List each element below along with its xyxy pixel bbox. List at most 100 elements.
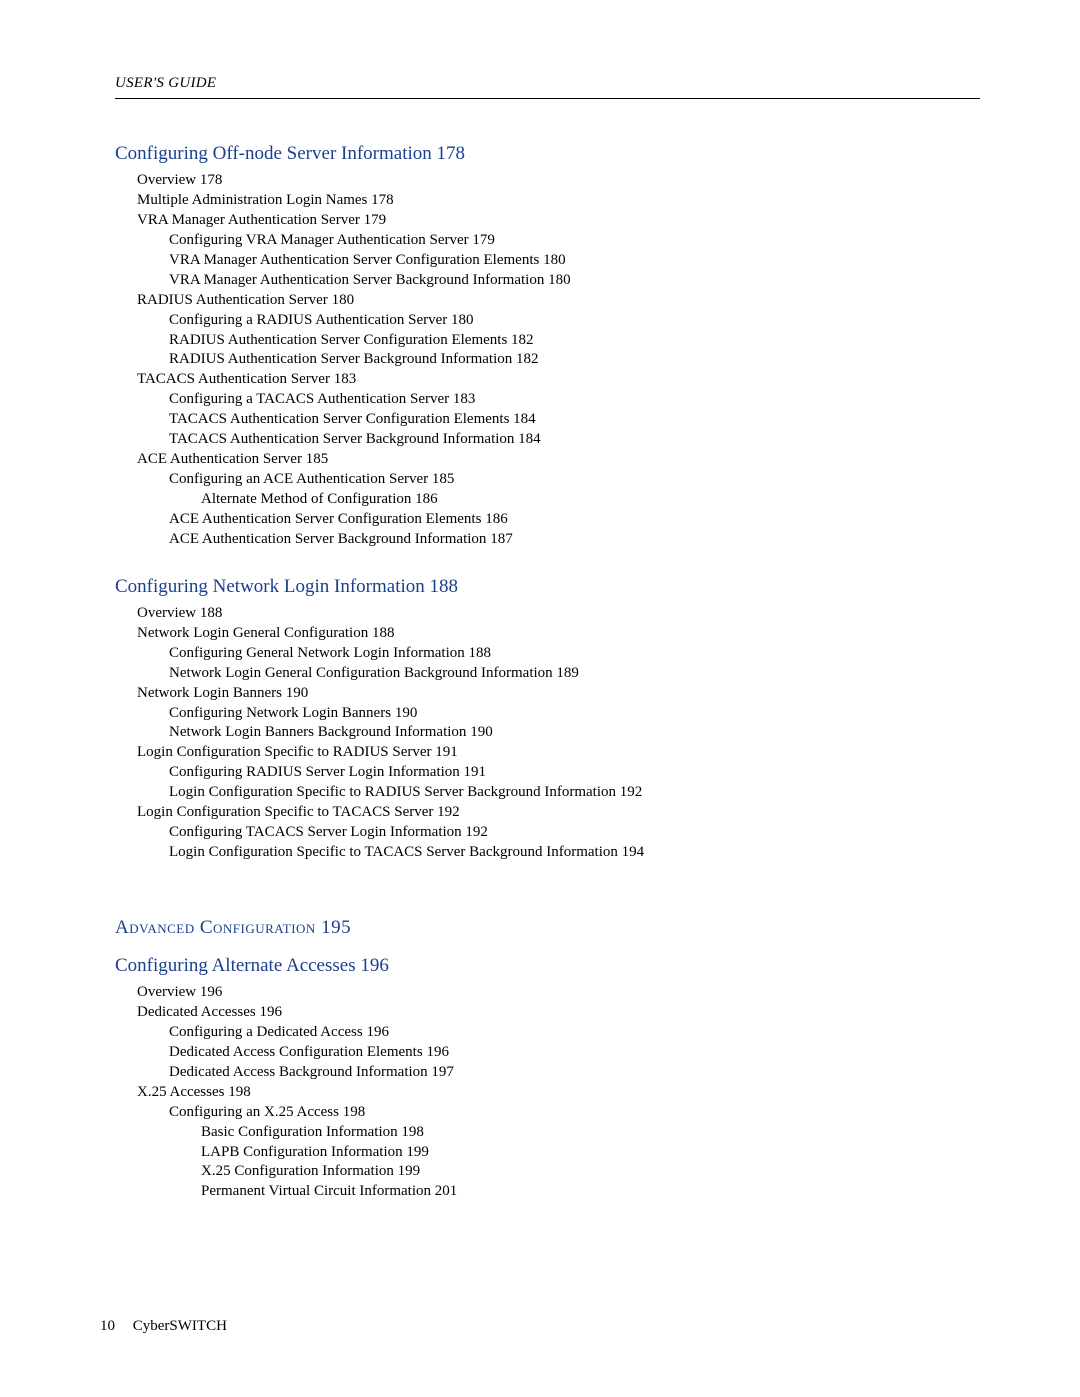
toc-entry-page: 178 xyxy=(200,172,223,188)
toc-entry-text: TACACS Authentication Server Background … xyxy=(169,431,518,447)
section-title: Configuring Network Login Information xyxy=(115,576,425,597)
toc-entry[interactable]: Configuring General Network Login Inform… xyxy=(115,644,980,664)
toc-entry-page: 185 xyxy=(306,451,329,467)
toc-entry[interactable]: Configuring Network Login Banners 190 xyxy=(115,704,980,724)
toc-entry[interactable]: Configuring a Dedicated Access 196 xyxy=(115,1023,980,1043)
toc-entry-page: 180 xyxy=(548,272,571,288)
toc-entry[interactable]: RADIUS Authentication Server Configurati… xyxy=(115,331,980,351)
footer-page-number: 10 xyxy=(100,1318,115,1334)
toc-entry-text: VRA Manager Authentication Server xyxy=(137,212,364,228)
toc-entry[interactable]: Dedicated Access Background Information … xyxy=(115,1063,980,1083)
toc-entry-page: 178 xyxy=(371,192,394,208)
toc-entry[interactable]: X.25 Accesses 198 xyxy=(115,1083,980,1103)
toc-entry[interactable]: Configuring a RADIUS Authentication Serv… xyxy=(115,311,980,331)
toc-entry-page: 180 xyxy=(451,312,474,328)
toc-entry-text: LAPB Configuration Information xyxy=(201,1144,406,1160)
toc-entry[interactable]: Multiple Administration Login Names 178 xyxy=(115,191,980,211)
toc-entry-text: Network Login General Configuration Back… xyxy=(169,665,556,681)
section-heading[interactable]: Configuring Alternate Accesses 196 xyxy=(115,955,980,977)
toc-entry[interactable]: Overview 178 xyxy=(115,171,980,191)
part-page: 195 xyxy=(321,917,351,938)
toc-entry[interactable]: Configuring a TACACS Authentication Serv… xyxy=(115,390,980,410)
section-page: 178 xyxy=(437,143,466,164)
toc-entry[interactable]: X.25 Configuration Information 199 xyxy=(115,1162,980,1182)
toc-entry-text: RADIUS Authentication Server Configurati… xyxy=(169,332,511,348)
toc-entry[interactable]: Dedicated Accesses 196 xyxy=(115,1003,980,1023)
toc-entry[interactable]: RADIUS Authentication Server Background … xyxy=(115,350,980,370)
toc-entry[interactable]: Configuring an ACE Authentication Server… xyxy=(115,470,980,490)
toc-entry-page: 196 xyxy=(426,1044,449,1060)
toc-entry-text: Configuring an X.25 Access xyxy=(169,1104,343,1120)
toc-entry[interactable]: TACACS Authentication Server Background … xyxy=(115,430,980,450)
section-page: 196 xyxy=(360,955,389,976)
toc-entry[interactable]: Network Login General Configuration 188 xyxy=(115,624,980,644)
toc-entry-text: Network Login General Configuration xyxy=(137,625,372,641)
toc-entry[interactable]: ACE Authentication Server Background Inf… xyxy=(115,530,980,550)
toc-entry-text: Dedicated Accesses xyxy=(137,1004,259,1020)
toc-entry[interactable]: Configuring VRA Manager Authentication S… xyxy=(115,231,980,251)
page-container: USER'S GUIDE Configuring Off-node Server… xyxy=(0,0,1080,1262)
toc-entry[interactable]: Login Configuration Specific to RADIUS S… xyxy=(115,743,980,763)
toc-entry-page: 191 xyxy=(435,744,458,760)
toc-entry[interactable]: Configuring RADIUS Server Login Informat… xyxy=(115,763,980,783)
toc-entry-text: Configuring RADIUS Server Login Informat… xyxy=(169,764,464,780)
toc-entry-text: Basic Configuration Information xyxy=(201,1124,401,1140)
toc-entry-page: 194 xyxy=(622,844,645,860)
toc-entry-page: 184 xyxy=(518,431,541,447)
toc-entry[interactable]: Basic Configuration Information 198 xyxy=(115,1123,980,1143)
toc-entry[interactable]: Alternate Method of Configuration 186 xyxy=(115,490,980,510)
toc-entry-page: 179 xyxy=(472,232,495,248)
toc-entry-page: 182 xyxy=(511,332,534,348)
page-footer: 10 CyberSWITCH xyxy=(100,1318,227,1335)
toc-entry[interactable]: Network Login Banners 190 xyxy=(115,684,980,704)
toc-entry[interactable]: Permanent Virtual Circuit Information 20… xyxy=(115,1182,980,1202)
toc-entry-page: 188 xyxy=(372,625,395,641)
toc-entry[interactable]: Network Login Banners Background Informa… xyxy=(115,723,980,743)
toc-entry-text: Permanent Virtual Circuit Information xyxy=(201,1183,435,1199)
toc-entry-text: Overview xyxy=(137,605,200,621)
toc-entry-text: Network Login Banners Background Informa… xyxy=(169,724,470,740)
section-heading[interactable]: Configuring Off-node Server Information … xyxy=(115,143,980,165)
toc-entry-page: 184 xyxy=(513,411,536,427)
section-heading[interactable]: Configuring Network Login Information 18… xyxy=(115,576,980,598)
toc-entry-page: 185 xyxy=(432,471,455,487)
toc-entry-text: Dedicated Access Background Information xyxy=(169,1064,431,1080)
toc-entry-text: Multiple Administration Login Names xyxy=(137,192,371,208)
toc-entry[interactable]: Login Configuration Specific to RADIUS S… xyxy=(115,783,980,803)
toc-entry-text: Login Configuration Specific to RADIUS S… xyxy=(169,784,620,800)
toc-entry-text: Network Login Banners xyxy=(137,685,286,701)
toc-entry-text: ACE Authentication Server Background Inf… xyxy=(169,531,490,547)
toc-entry-text: Configuring VRA Manager Authentication S… xyxy=(169,232,472,248)
toc-entry-page: 199 xyxy=(406,1144,429,1160)
toc-entry[interactable]: Overview 196 xyxy=(115,983,980,1003)
toc-entry[interactable]: TACACS Authentication Server Configurati… xyxy=(115,410,980,430)
toc-entry[interactable]: Configuring TACACS Server Login Informat… xyxy=(115,823,980,843)
part-heading[interactable]: Advanced Configuration 195 xyxy=(115,917,980,939)
toc-entry[interactable]: Network Login General Configuration Back… xyxy=(115,664,980,684)
toc-entry-text: X.25 Accesses xyxy=(137,1084,228,1100)
toc-entry[interactable]: RADIUS Authentication Server 180 xyxy=(115,291,980,311)
toc-entry-page: 183 xyxy=(334,371,357,387)
toc-entry[interactable]: ACE Authentication Server 185 xyxy=(115,450,980,470)
toc-entry[interactable]: LAPB Configuration Information 199 xyxy=(115,1143,980,1163)
toc-entry[interactable]: Overview 188 xyxy=(115,604,980,624)
toc-entry[interactable]: VRA Manager Authentication Server Config… xyxy=(115,251,980,271)
toc-entry[interactable]: Login Configuration Specific to TACACS S… xyxy=(115,843,980,863)
toc-entry-page: 199 xyxy=(398,1163,421,1179)
toc-entry-text: ACE Authentication Server Configuration … xyxy=(169,511,485,527)
toc-entry[interactable]: TACACS Authentication Server 183 xyxy=(115,370,980,390)
toc-entry-page: 196 xyxy=(200,984,223,1000)
toc-entry[interactable]: VRA Manager Authentication Server 179 xyxy=(115,211,980,231)
toc-entry-page: 183 xyxy=(453,391,476,407)
toc-entry-text: Login Configuration Specific to TACACS S… xyxy=(169,844,622,860)
toc-entry[interactable]: Configuring an X.25 Access 198 xyxy=(115,1103,980,1123)
toc-entry-text: Configuring a Dedicated Access xyxy=(169,1024,366,1040)
toc-entry[interactable]: Login Configuration Specific to TACACS S… xyxy=(115,803,980,823)
toc-section-2: Configuring Network Login Information 18… xyxy=(115,576,980,863)
toc-entry[interactable]: ACE Authentication Server Configuration … xyxy=(115,510,980,530)
toc-entry-text: Dedicated Access Configuration Elements xyxy=(169,1044,426,1060)
part-title: Advanced Configuration xyxy=(115,917,316,938)
toc-items: Overview 188Network Login General Config… xyxy=(115,604,980,863)
toc-entry[interactable]: Dedicated Access Configuration Elements … xyxy=(115,1043,980,1063)
toc-entry[interactable]: VRA Manager Authentication Server Backgr… xyxy=(115,271,980,291)
